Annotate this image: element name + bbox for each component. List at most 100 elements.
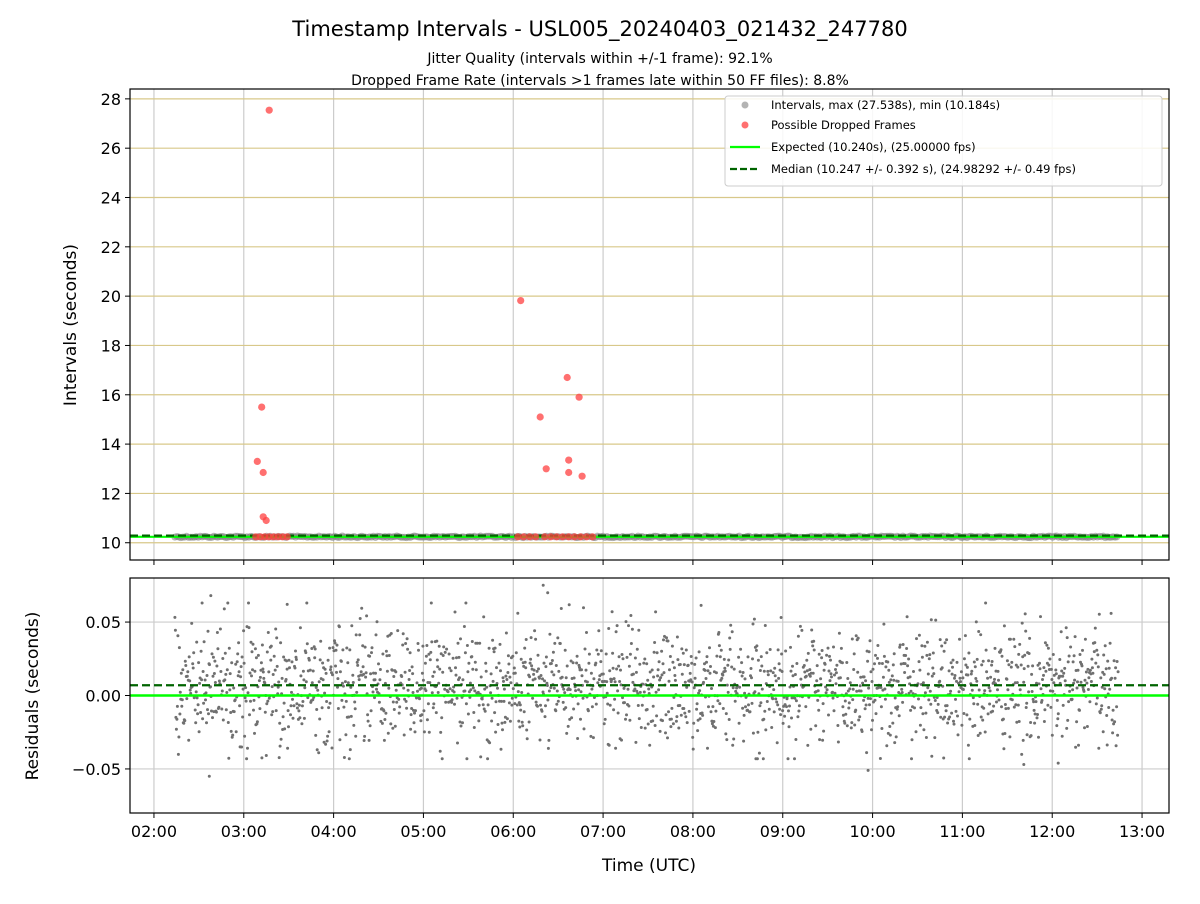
residual-point: [589, 734, 593, 738]
residual-point: [1025, 733, 1029, 737]
residual-point: [615, 667, 619, 671]
residual-point: [810, 628, 814, 632]
residual-point: [292, 704, 296, 708]
residual-point: [653, 724, 657, 727]
residual-point: [1116, 733, 1120, 737]
residual-point: [709, 710, 713, 714]
residual-point: [773, 674, 777, 678]
residual-point: [349, 685, 353, 689]
residual-point: [544, 704, 547, 708]
residual-point: [667, 710, 670, 714]
residual-point: [791, 674, 795, 678]
residual-point: [298, 626, 302, 630]
residual-point: [738, 685, 742, 689]
residual-point: [413, 730, 417, 734]
residual-point: [784, 649, 788, 653]
dropped-frame-point: [536, 413, 544, 421]
residual-point: [251, 642, 255, 646]
residual-point: [390, 668, 394, 672]
residual-point: [698, 717, 702, 721]
residual-point: [855, 689, 859, 693]
residual-point: [377, 662, 380, 666]
top-ytick-label-3: 16: [101, 386, 121, 405]
residual-point: [871, 667, 875, 671]
residual-point: [889, 711, 893, 715]
residual-point: [407, 678, 411, 681]
residual-point: [429, 650, 433, 654]
residual-point: [990, 660, 994, 663]
dropped-frame-point: [541, 533, 549, 541]
residual-point: [389, 632, 393, 635]
residual-point: [275, 664, 279, 668]
residual-point: [459, 724, 463, 728]
residual-point: [1035, 681, 1038, 685]
residual-point: [952, 719, 955, 723]
residual-point: [599, 660, 603, 664]
residual-point: [727, 718, 731, 721]
residual-point: [836, 724, 840, 727]
residual-point: [705, 660, 708, 664]
residual-point: [513, 671, 517, 675]
residual-point: [415, 696, 418, 700]
residual-point: [298, 716, 302, 720]
residual-point: [1101, 730, 1105, 734]
residual-point: [594, 702, 598, 706]
dropped-frame-point: [258, 403, 266, 411]
residual-point: [960, 723, 964, 727]
residual-point: [447, 652, 451, 656]
residual-point: [451, 656, 455, 660]
residual-point: [1114, 744, 1118, 748]
residual-point: [313, 647, 317, 651]
residual-point: [387, 686, 391, 690]
residual-point: [1060, 669, 1064, 673]
residual-point: [671, 660, 675, 664]
residual-point: [484, 661, 488, 665]
residual-point: [781, 721, 785, 725]
residual-point: [356, 658, 360, 662]
residual-outlier-point: [1056, 761, 1060, 765]
residual-point: [1085, 725, 1089, 728]
residual-point: [180, 698, 184, 702]
residual-point: [405, 706, 409, 710]
residual-point: [318, 658, 322, 662]
residual-point: [1020, 621, 1024, 625]
residual-point: [233, 698, 237, 702]
residual-point: [549, 662, 553, 665]
residual-point: [204, 691, 208, 695]
residual-point: [787, 709, 790, 713]
residual-point: [344, 699, 348, 703]
residual-point: [507, 662, 511, 666]
residual-point: [177, 735, 181, 739]
residual-point: [700, 711, 704, 715]
residual-point: [341, 648, 345, 652]
residual-point: [1110, 676, 1114, 680]
residual-point: [1017, 720, 1021, 723]
residual-point: [899, 662, 903, 666]
bottom-ytick-label-0: −0.05: [72, 760, 121, 779]
residual-point: [752, 617, 756, 621]
residual-point: [360, 606, 364, 610]
dropped-frame-point: [514, 533, 522, 541]
residual-point: [1075, 720, 1079, 724]
residual-point: [269, 658, 273, 662]
residual-point: [325, 739, 329, 743]
residual-point: [562, 687, 566, 691]
residual-point: [576, 702, 580, 706]
residual-point: [182, 721, 186, 725]
residual-point: [260, 756, 264, 760]
residual-point: [711, 705, 715, 709]
residual-point: [975, 657, 979, 661]
residual-point: [382, 738, 386, 742]
residual-point: [464, 702, 468, 706]
residual-point: [310, 681, 314, 685]
residual-point: [239, 665, 243, 669]
residual-point: [1078, 653, 1082, 656]
residual-point: [200, 601, 204, 605]
residual-point: [375, 620, 379, 624]
residual-point: [387, 654, 391, 657]
residual-point: [188, 688, 192, 692]
residual-outlier-point: [541, 583, 545, 587]
residual-point: [979, 633, 983, 637]
residual-point: [777, 676, 781, 680]
residual-point: [244, 686, 248, 690]
